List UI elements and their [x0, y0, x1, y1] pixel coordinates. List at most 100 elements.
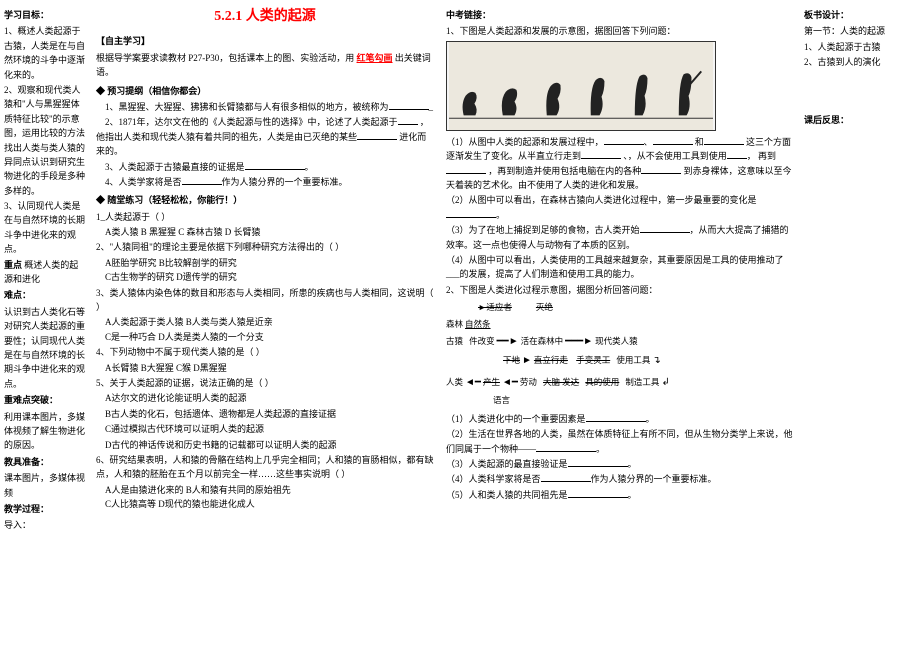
diff-text: 认识到古人类化石等对研究人类起源的重要性；认同现代人类是在与自然环境的长期斗争中…	[4, 305, 86, 391]
node-labor: 劳动	[520, 376, 537, 390]
heading-prep: 教具准备：	[4, 455, 86, 469]
heading-goal: 学习目标：	[4, 8, 86, 22]
instruction: 根据导学案要求读教材 P27-P30，包括课本上的图、实验活动，用 红笔勾画 出…	[96, 51, 434, 80]
q6: 6、研究结果表明，人和猿的骨骼在结构上几乎完全相同；人和猿的盲肠相似，都有缺点，…	[96, 453, 434, 482]
blank	[245, 161, 305, 170]
evolution-image	[446, 41, 716, 131]
main-col-right: 中考链接： 1、下图是人类起源和发展的示意图，据图回答下列问题： （1）从图中人…	[440, 0, 800, 651]
node-ape: 古猿	[446, 335, 463, 349]
arrow-down-icon: ↴	[652, 353, 660, 369]
node-down: 下地	[503, 354, 520, 368]
node-extinct: 灭绝	[536, 301, 553, 315]
node-use: 使用工具	[616, 354, 650, 368]
q4-opts: A长臂猿 B大猩猩 C猴 D黑猩猩	[96, 361, 434, 375]
node-make: 制造工具	[625, 376, 659, 390]
blank	[653, 136, 693, 145]
proc-text: 导入：	[4, 518, 86, 532]
p1: 1、下图是人类起源和发展的示意图，据图回答下列问题：	[446, 24, 794, 38]
pre-1: 1、黑猩猩、大猩猩、狒狒和长臂猿都与人有很多相似的地方，被统称为_	[96, 100, 434, 114]
blank	[398, 116, 418, 125]
blank	[446, 209, 496, 218]
heading-self: 【自主学习】	[96, 34, 434, 48]
board-2: 2、古猿到人的演化	[804, 55, 916, 69]
q5b: B古人类的化石，包括遗体、遗物都是人类起源的直接证据	[96, 407, 434, 421]
blank	[581, 150, 621, 159]
blank	[586, 413, 646, 422]
blank	[604, 136, 644, 145]
goal-2: 2、观察和现代类人猿和"人与黑猩猩体质特征比较"的示意图，运用比较的方法找出人类…	[4, 83, 86, 198]
q24: （4）人类科学家将是否作为人猿分界的一个重要标准。	[446, 472, 794, 486]
f4: （4）从图中可以看出，人类使用的工具越来越复杂，其重要原因是工具的使用推动了__…	[446, 253, 794, 282]
heading-diff: 难点：	[4, 288, 86, 302]
main-col-left: 5.2.1 人类的起源 【自主学习】 根据导学案要求读教材 P27-P30，包括…	[90, 0, 440, 651]
q5d: D古代的神话传说和历史书籍的记载都可以证明人类的起源	[96, 438, 434, 452]
q3: 3、类人猿体内染色体的数目和形态与人类相同，所患的疾病也与人类相同，这说明（ ）	[96, 286, 434, 315]
node-modern: 现代类人猿	[595, 335, 638, 349]
heading-focus: 重点	[4, 260, 22, 270]
node-walk: 直立行走	[534, 354, 568, 368]
pre-2: 2、1871年，达尔文在他的《人类起源与性的选择》中，论述了人类起源于 ，他指出…	[96, 115, 434, 158]
goal-1: 1、概述人类起源于古猿，人类是在与自然环境的斗争中逐渐化来的。	[4, 24, 86, 82]
blank	[568, 458, 628, 467]
q22: （2）生活在世界各地的人类，虽然在体质特征上有所不同，但从生物分类学上来说，他们…	[446, 427, 794, 456]
sidebar-left: 学习目标： 1、概述人类起源于古猿，人类是在与自然环境的斗争中逐渐化来的。 2、…	[0, 0, 90, 651]
heading-reflect: 课后反思：	[804, 113, 916, 127]
q1-opts: A类人猿 B 黑猩猩 C 森林古猿 D 长臂猿	[96, 225, 434, 239]
q2: 2、"人猿同祖"的理论主要是依据下列哪种研究方法得出的（ ）	[96, 240, 434, 254]
node-adapt: ►适应者	[478, 301, 512, 315]
blank	[641, 165, 681, 174]
node-nature: 自然条	[465, 318, 491, 332]
board-1: 1、人类起源于古猿	[804, 40, 916, 54]
q21: （1）人类进化中的一个重要因素是。	[446, 412, 794, 426]
q23: （3）人类起源的最直接验证是。	[446, 457, 794, 471]
heading-link: 中考链接：	[446, 8, 794, 22]
pre-3: 3、人类起源于古猿最直接的证据是。	[96, 160, 434, 174]
arrow-icon: ━━━►	[565, 334, 593, 350]
blank	[727, 150, 747, 159]
node-human: 人类	[446, 376, 463, 390]
f3: （3）为了在地上捕捉到足够的食物，古人类开始，从而大大提高了捕猎的效率。这一点也…	[446, 223, 794, 252]
heading-board: 板书设计：	[804, 8, 916, 22]
arrow-icon: ►	[522, 353, 532, 369]
q1: 1_人类起源于（ ）	[96, 210, 434, 224]
node-brain: 大脑 发达	[543, 376, 579, 390]
heading-proc: 教学过程：	[4, 502, 86, 516]
blank	[568, 489, 628, 498]
node-change: 件改变	[469, 335, 495, 349]
heading-preview: ◆ 预习提纲（相信你都会）	[96, 84, 434, 98]
red-highlight: 红笔勾画	[357, 53, 393, 63]
q2-opts: A胚胎学研究 B比较解剖学的研究 C古生物学的研究 D遗传学的研究	[96, 256, 434, 285]
node-forest: 森林	[446, 318, 463, 332]
instr-1: 根据导学案要求读教材 P27-P30，包括课本上的图、实验活动，用	[96, 53, 354, 63]
q5a: A达尔文的进化论能证明人类的起源	[96, 391, 434, 405]
node-lang: 语言	[493, 394, 510, 408]
pre-4: 4、人类学家将是否作为人猿分界的一个重要标准。	[96, 175, 434, 189]
node-prod: 产生	[483, 376, 500, 390]
arrow-icon: ◄━	[502, 375, 518, 391]
q5: 5、关于人类起源的证据，说法正确的是（ ）	[96, 376, 434, 390]
prep-text: 课本图片，多媒体视频	[4, 471, 86, 500]
blank	[704, 136, 744, 145]
node-useitem: 具的使用	[585, 376, 619, 390]
goal-3: 3、认同现代人类是在与自然环境的长期斗争中进化来的观点。	[4, 199, 86, 257]
node-free: 手变灵工	[576, 354, 610, 368]
p2: 2、下图是人类进化过程示意图，据图分析回答问题：	[446, 283, 794, 297]
blank	[541, 473, 591, 482]
blank	[357, 131, 397, 140]
blank	[640, 224, 690, 233]
sidebar-right: 板书设计： 第一节：人类的起源 1、人类起源于古猿 2、古猿到人的演化 课后反思…	[800, 0, 920, 651]
blank	[182, 176, 222, 185]
arrow-left-icon: ↲	[661, 375, 669, 391]
arrow-icon: ━━►	[497, 334, 519, 350]
page-title: 5.2.1 人类的起源	[96, 6, 434, 28]
board-0: 第一节：人类的起源	[804, 24, 916, 38]
q3-opts: A人类起源于类人猿 B人类与类人猿是近亲 C是一种巧合 D人类是类人猿的一个分支	[96, 315, 434, 344]
blank	[446, 165, 486, 174]
q5c: C通过模拟古代环境可以证明人类的起源	[96, 422, 434, 436]
q4: 4、下列动物中不属于现代类人猿的是（ ）	[96, 345, 434, 359]
arrow-icon: ◄━	[465, 375, 481, 391]
heading-break: 重难点突破：	[4, 393, 86, 407]
blank	[389, 101, 429, 110]
q6-opts: A人是由猿进化来的 B人和猿有共同的原始祖先 C人比猿高等 D现代的猿也能进化成…	[96, 483, 434, 512]
break-text: 利用课本图片，多媒体视频了解生物进化的原因。	[4, 410, 86, 453]
